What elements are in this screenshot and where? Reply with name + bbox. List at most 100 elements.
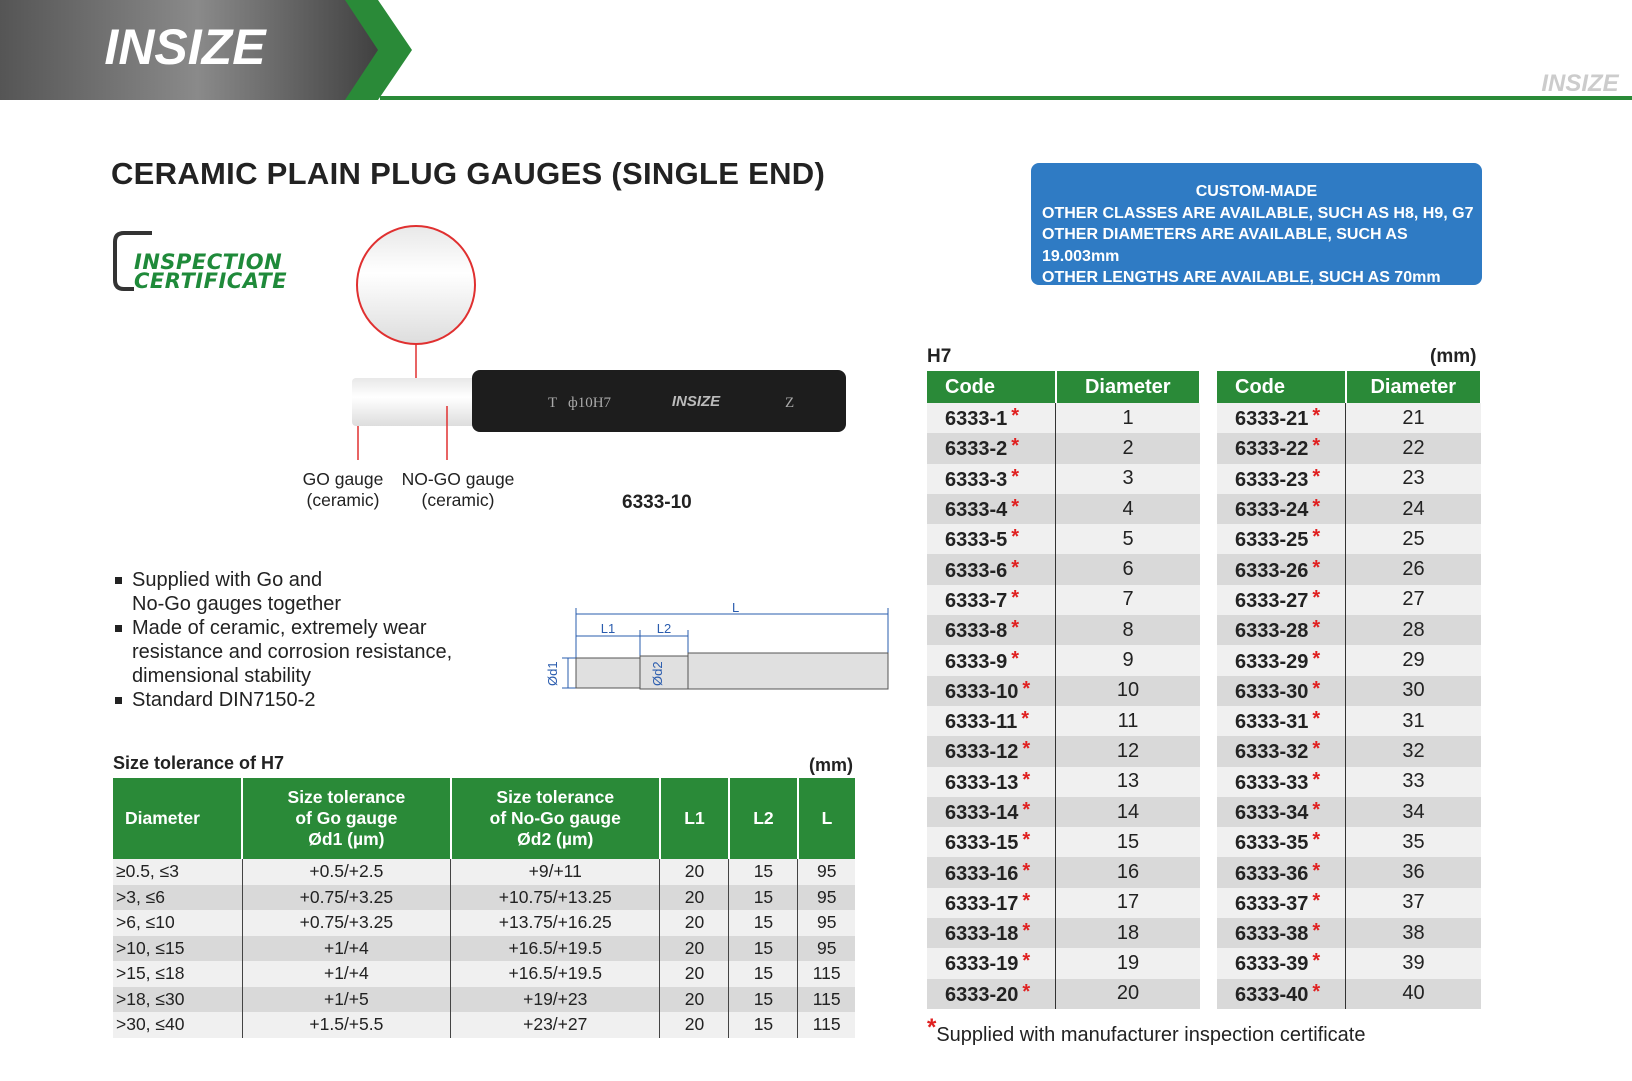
table-cell: 20 xyxy=(659,986,730,1012)
diameter-cell: 19 xyxy=(1055,948,1200,979)
diameter-cell: 13 xyxy=(1055,766,1200,797)
custom-line: OTHER DIAMETERS ARE AVAILABLE, SUCH AS 1… xyxy=(1042,226,1408,265)
table-cell: +10.75/+13.25 xyxy=(450,884,661,910)
code: 6333-21 xyxy=(1235,408,1309,431)
label-line: (ceramic) xyxy=(421,490,495,510)
code-cell: 6333-7 * xyxy=(927,584,1056,616)
table-row: 6333-38 * 38 xyxy=(1217,918,1481,949)
code: 6333-32 xyxy=(1235,741,1309,764)
table-row: >30, ≤40 +1.5/+5.5 +23/+27 20 15 115 xyxy=(113,1012,855,1038)
code-cell: 6333-18 * xyxy=(927,918,1056,949)
code: 6333-13 xyxy=(945,771,1019,794)
tolerance-table: Diameter Size tolerance of Go gauge Ød1 (µm… xyxy=(113,778,855,1038)
header-row: Diameter Size tolerance of Go gauge Ød1 (µm… xyxy=(113,778,855,859)
table-row: >10, ≤15 +1/+4 +16.5/+19.5 20 15 95 xyxy=(113,935,855,961)
feature-line: resistance and corrosion resistance, xyxy=(132,641,453,663)
code-cell: 6333-15 * xyxy=(927,827,1056,858)
table-cell: 115 xyxy=(797,1012,855,1038)
code: 6333-30 xyxy=(1235,680,1309,703)
certificate-mark: * xyxy=(1312,496,1321,519)
certificate-mark: * xyxy=(1022,980,1031,1003)
header-line: L1 xyxy=(684,808,705,828)
certificate-mark: * xyxy=(1011,465,1020,488)
header-line: of Go gauge xyxy=(295,808,398,828)
feature-line: Standard DIN7150-2 xyxy=(132,689,316,711)
code: 6333-26 xyxy=(1235,559,1309,582)
diameter-cell: 22 xyxy=(1345,433,1481,464)
code-cell: 6333-16 * xyxy=(927,857,1056,888)
certificate-mark: * xyxy=(1312,799,1321,821)
table-row: >3, ≤6 +0.75/+3.25 +10.75/+13.25 20 15 95 xyxy=(113,884,855,910)
certificate-mark: * xyxy=(1312,950,1321,973)
code-table: Code Diameter 6333-21 * 21 6333-22 * 22 6333-23 *… xyxy=(1217,371,1482,1009)
diameter-cell: 21 xyxy=(1345,403,1481,434)
diameter-cell: 35 xyxy=(1345,827,1481,858)
certificate-mark: * xyxy=(1312,859,1321,882)
code: 6333-31 xyxy=(1235,711,1309,734)
header-cell: Code xyxy=(1217,371,1347,403)
table-cell: 15 xyxy=(728,910,799,936)
code-cell: 6333-33 * xyxy=(1217,766,1346,797)
code-cell: 6333-40 * xyxy=(1217,978,1346,1009)
code-table: Code Diameter 6333-1 * 1 6333-2 * 2 6333-3 * 3 6333… xyxy=(927,371,1201,1009)
table-row: 6333-12 * 12 xyxy=(927,736,1200,767)
dim-label: L1 xyxy=(601,621,615,636)
certificate-mark: * xyxy=(1312,526,1321,549)
certificate-mark: * xyxy=(1022,859,1031,882)
table-row: 6333-10 * 10 xyxy=(927,675,1200,706)
table-row: 6333-40 * 40 xyxy=(1217,978,1481,1009)
header-line: L2 xyxy=(753,808,774,828)
table-row: >6, ≤10 +0.75/+3.25 +13.75/+16.25 20 15 95 xyxy=(113,910,855,936)
diameter-cell: 17 xyxy=(1055,887,1200,919)
certificate-mark: * xyxy=(1312,617,1321,640)
certificate-mark: * xyxy=(1312,768,1321,791)
table-cell: +23/+27 xyxy=(450,1012,661,1038)
feature-line: No-Go gauges together xyxy=(132,593,342,615)
table-cell: >30, ≤40 xyxy=(113,1012,243,1038)
certificate-mark: * xyxy=(1312,889,1321,912)
header-cell: Diameter xyxy=(113,778,244,859)
code: 6333-16 xyxy=(945,862,1019,885)
certificate-mark: * xyxy=(1312,920,1321,943)
feature-item: Standard DIN7150-2 xyxy=(113,688,452,712)
code: 6333-15 xyxy=(945,832,1019,855)
certificate-mark: * xyxy=(1011,617,1020,640)
code: 6333-1 xyxy=(945,408,1008,431)
table-row: >18, ≤30 +1/+5 +19/+23 20 15 115 xyxy=(113,986,855,1012)
table-cell: 95 xyxy=(797,859,855,885)
diameter-cell: 27 xyxy=(1345,584,1481,616)
diameter-cell: 30 xyxy=(1345,675,1481,706)
certificate-mark: * xyxy=(1312,586,1321,609)
code-cell: 6333-23 * xyxy=(1217,463,1346,494)
diameter-cell: 36 xyxy=(1345,857,1481,888)
table-row: 6333-29 * 29 xyxy=(1217,645,1481,676)
diameter-cell: 8 xyxy=(1055,615,1200,646)
diameter-cell: 23 xyxy=(1345,463,1481,494)
code-cell: 6333-10 * xyxy=(927,675,1056,706)
code: 6333-5 xyxy=(945,529,1008,552)
feature-list: Supplied with Go and No-Go gauges togethe… xyxy=(113,568,452,712)
dim-label: L xyxy=(732,600,739,615)
table-cell: 20 xyxy=(659,961,730,987)
table-row: 6333-8 * 8 xyxy=(927,615,1200,646)
table-row: 6333-9 * 9 xyxy=(927,645,1200,676)
table-cell: 95 xyxy=(797,935,855,961)
table-cell: >18, ≤30 xyxy=(113,986,243,1012)
code: 6333-12 xyxy=(945,741,1019,764)
diameter-cell: 40 xyxy=(1345,978,1481,1009)
table-cell: >15, ≤18 xyxy=(113,961,243,987)
code-cell: 6333-13 * xyxy=(927,766,1056,797)
footnote-text: Supplied with manufacturer inspection ce… xyxy=(936,1024,1366,1046)
code: 6333-4 xyxy=(945,499,1008,522)
diameter-cell: 32 xyxy=(1345,736,1481,767)
certificate-mark: * xyxy=(1011,647,1020,670)
diameter-cell: 29 xyxy=(1345,645,1481,676)
diameter-cell: 18 xyxy=(1055,918,1200,949)
certificate-mark: * xyxy=(1022,799,1031,821)
code-cell: 6333-9 * xyxy=(927,645,1056,676)
code-cell: 6333-24 * xyxy=(1217,493,1346,525)
code-cell: 6333-19 * xyxy=(927,948,1056,979)
code-cell: 6333-2 * xyxy=(927,433,1056,464)
code: 6333-7 xyxy=(945,589,1008,612)
certificate-mark: * xyxy=(1011,526,1020,549)
